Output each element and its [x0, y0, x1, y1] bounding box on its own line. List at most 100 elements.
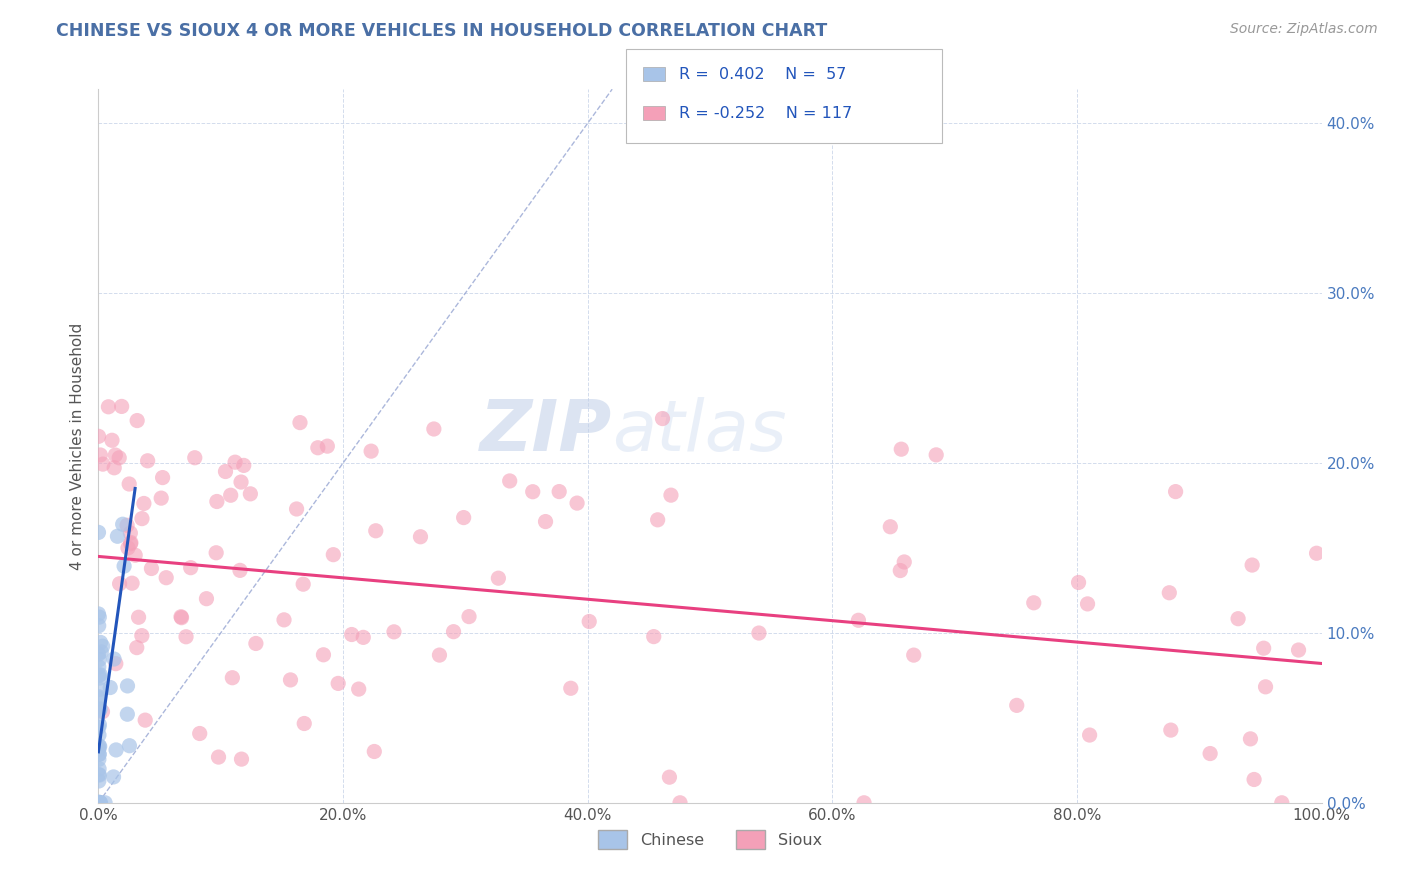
Point: [89, 717, 111, 731]
Point: [288, 416, 311, 430]
Point: [87, 739, 110, 753]
Point: [108, 576, 131, 591]
Point: [1078, 728, 1101, 742]
Point: [97, 400, 120, 414]
Point: [87, 767, 110, 781]
Point: [232, 458, 254, 473]
Point: [347, 682, 370, 697]
Point: [1239, 731, 1261, 746]
Point: [87, 796, 110, 810]
Point: [486, 571, 509, 585]
Point: [103, 770, 125, 784]
Point: [903, 648, 925, 662]
Point: [89, 796, 111, 810]
Point: [1227, 612, 1250, 626]
Point: [128, 610, 150, 624]
Point: [853, 796, 876, 810]
Point: [89, 652, 111, 666]
Point: [231, 752, 253, 766]
Point: [94, 796, 117, 810]
Point: [188, 726, 211, 740]
Point: [117, 679, 139, 693]
Point: [87, 607, 110, 621]
Point: [1253, 641, 1275, 656]
Point: [658, 770, 681, 784]
Point: [239, 487, 262, 501]
Point: [352, 631, 374, 645]
Point: [89, 702, 111, 716]
Point: [136, 454, 159, 468]
Point: [87, 774, 110, 789]
Point: [89, 671, 111, 685]
Point: [195, 591, 218, 606]
Point: [124, 548, 146, 562]
Point: [89, 667, 111, 681]
Point: [90, 796, 112, 810]
Point: [340, 627, 363, 641]
Point: [111, 400, 134, 414]
Point: [89, 448, 111, 462]
Point: [221, 671, 243, 685]
Point: [89, 610, 111, 624]
Point: [285, 502, 308, 516]
Point: [364, 524, 387, 538]
Point: [111, 517, 134, 532]
Point: [120, 537, 142, 551]
Point: [87, 728, 110, 742]
Point: [127, 413, 149, 427]
Point: [87, 525, 110, 540]
Point: [1288, 643, 1310, 657]
Point: [87, 796, 110, 810]
Point: [89, 796, 111, 810]
Point: [118, 739, 141, 753]
Point: [87, 690, 110, 704]
Point: [89, 747, 111, 762]
Point: [245, 636, 267, 650]
Point: [1164, 484, 1187, 499]
Point: [1305, 546, 1327, 560]
Point: [90, 645, 112, 659]
Point: [87, 618, 110, 632]
Point: [1067, 575, 1090, 590]
Point: [87, 742, 110, 756]
Point: [229, 475, 252, 489]
Point: [87, 747, 110, 761]
Point: [170, 610, 193, 624]
Point: [219, 488, 242, 502]
Point: [316, 439, 339, 453]
Text: CHINESE VS SIOUX 4 OR MORE VEHICLES IN HOUSEHOLD CORRELATION CHART: CHINESE VS SIOUX 4 OR MORE VEHICLES IN H…: [56, 22, 828, 40]
Point: [150, 491, 173, 505]
Point: [651, 411, 673, 425]
Point: [141, 561, 163, 575]
Point: [87, 796, 110, 810]
Point: [104, 448, 127, 462]
Point: [548, 484, 571, 499]
Point: [748, 626, 770, 640]
Point: [87, 795, 110, 809]
Point: [643, 630, 665, 644]
Point: [1005, 698, 1028, 713]
Point: [443, 624, 465, 639]
Point: [152, 470, 174, 484]
Point: [647, 513, 669, 527]
Point: [322, 548, 344, 562]
Point: [89, 768, 111, 782]
Point: [273, 613, 295, 627]
Point: [363, 744, 385, 758]
Point: [893, 555, 915, 569]
Point: [87, 752, 110, 766]
Point: [112, 559, 135, 574]
Point: [360, 444, 382, 458]
Point: [107, 529, 129, 543]
Point: [1022, 596, 1045, 610]
Point: [409, 530, 432, 544]
Point: [925, 448, 948, 462]
Point: [120, 526, 142, 541]
Point: [522, 484, 544, 499]
Point: [117, 541, 139, 555]
Point: [560, 681, 582, 696]
Point: [889, 564, 911, 578]
Point: [131, 629, 153, 643]
Point: [120, 535, 142, 549]
Point: [125, 640, 148, 655]
